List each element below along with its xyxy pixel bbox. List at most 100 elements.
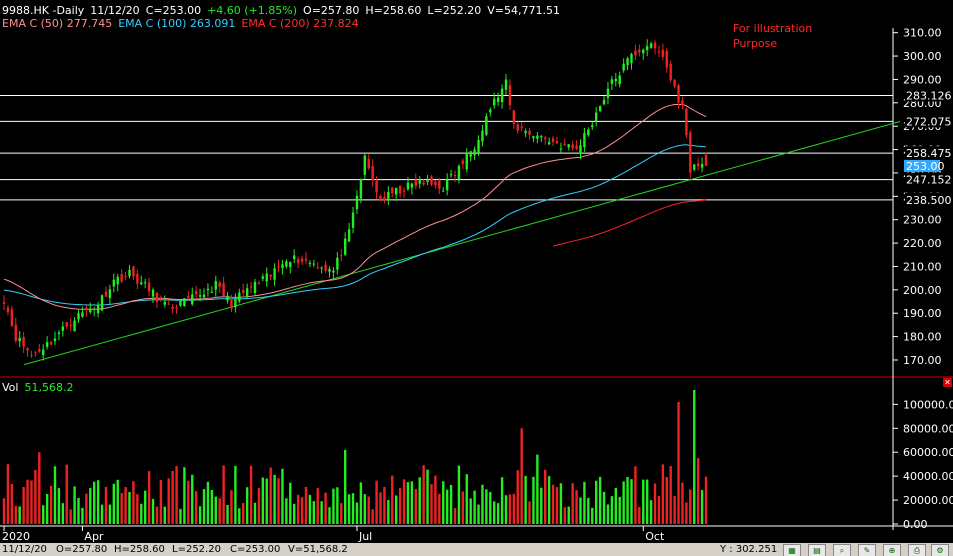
- candle-body: [383, 196, 386, 201]
- volume-bar: [626, 476, 629, 524]
- volume-bar: [630, 479, 633, 524]
- candle-body: [442, 190, 445, 192]
- volume-bar: [77, 497, 80, 524]
- volume-bar: [183, 467, 186, 524]
- volume-bar: [477, 504, 480, 524]
- volume-bar: [704, 476, 708, 524]
- volume-bar: [261, 477, 265, 524]
- candle-body: [461, 160, 465, 164]
- volume-bar: [406, 482, 410, 524]
- volume-bar: [387, 500, 390, 524]
- candle-body: [159, 298, 163, 300]
- candle-body: [210, 291, 214, 293]
- volume-bar: [496, 503, 500, 524]
- cursor-tool-icon[interactable]: ⊕: [883, 544, 901, 556]
- candle-body: [469, 151, 472, 157]
- volume-bar: [473, 490, 476, 524]
- candle-body: [218, 282, 221, 287]
- volume-bar: [179, 508, 182, 524]
- candle-body: [449, 174, 453, 176]
- volume-bar: [587, 497, 590, 524]
- volume-bar: [245, 487, 249, 524]
- candle-body: [73, 320, 76, 332]
- volume-bar: [383, 486, 386, 524]
- candle-body: [26, 348, 29, 351]
- candle-body: [151, 289, 155, 297]
- volume-bar: [191, 474, 194, 524]
- status-close: C=253.00: [230, 544, 281, 555]
- candle-body: [167, 303, 170, 305]
- volume-tick-label: 0.00: [903, 518, 928, 531]
- volume-bar: [257, 488, 261, 524]
- volume-bar: [665, 477, 668, 524]
- candle-body: [512, 110, 516, 124]
- volume-bar: [371, 509, 374, 524]
- candle-body: [293, 255, 296, 260]
- volume-bar: [147, 471, 151, 524]
- candle-body: [606, 88, 610, 98]
- volume-bar: [218, 498, 221, 524]
- status-low: L=252.20: [172, 544, 221, 555]
- volume-bar: [194, 491, 198, 524]
- volume-bar: [300, 497, 304, 524]
- volume-bar: [332, 488, 335, 524]
- volume-bar: [69, 509, 72, 524]
- print-tool-icon[interactable]: ⎙: [908, 544, 926, 556]
- candle-body: [38, 349, 41, 352]
- volume-bar: [544, 469, 547, 524]
- candle-body: [434, 181, 437, 186]
- volume-bar: [242, 503, 245, 524]
- candle-body: [422, 182, 425, 185]
- volume-bar: [73, 486, 76, 524]
- volume-bar: [269, 467, 272, 524]
- volume-bar: [253, 502, 257, 524]
- settings-tool-icon[interactable]: ⚙: [931, 544, 949, 556]
- candle-body: [61, 326, 65, 331]
- close-pane-icon[interactable]: ✕: [943, 378, 952, 387]
- volume-bar: [594, 480, 598, 524]
- low-label: L=252.20: [427, 4, 482, 17]
- price-tick-label: 290.00: [903, 73, 942, 86]
- candle-body: [179, 301, 182, 306]
- candle-body: [524, 130, 527, 134]
- volume-bar: [151, 498, 155, 524]
- candle-body: [285, 261, 288, 267]
- volume-bar: [540, 487, 543, 524]
- volume-bar: [61, 503, 65, 524]
- volume-bar: [140, 503, 143, 524]
- volume-tick-label: 60000.00: [903, 446, 953, 459]
- candle-body: [689, 132, 692, 173]
- candle-body: [528, 130, 531, 135]
- last-price-label: 253.00: [906, 160, 945, 173]
- candle-body: [634, 50, 637, 56]
- volume-bar: [304, 486, 308, 524]
- candle-body: [544, 137, 547, 140]
- volume-label: V=54,771.51: [487, 4, 560, 17]
- zoom-tool-icon[interactable]: ⌕: [833, 544, 851, 556]
- volume-header: Vol 51,568.2: [2, 381, 79, 394]
- candle-body: [93, 308, 96, 310]
- volume-bar: [108, 504, 112, 524]
- candle-body: [571, 144, 574, 149]
- volume-bar: [187, 480, 190, 524]
- status-open: O=257.80: [56, 544, 108, 555]
- candle-body: [340, 255, 343, 257]
- candle-body: [610, 79, 614, 84]
- volume-bar: [159, 479, 163, 524]
- level-label: 238.500: [906, 194, 952, 207]
- candle-body: [438, 180, 441, 189]
- candle-body: [100, 295, 104, 311]
- candle-body: [673, 80, 676, 87]
- candle-body: [332, 270, 335, 273]
- candle-body: [591, 125, 594, 128]
- grid-tool-icon[interactable]: ▤: [808, 544, 826, 556]
- draw-tool-icon[interactable]: ✎: [858, 544, 876, 556]
- candle-body: [22, 336, 25, 347]
- candle-body: [583, 132, 586, 148]
- price-tick-label: 220.00: [903, 237, 942, 250]
- chart-tool-icon[interactable]: ▦: [783, 544, 801, 556]
- candle-body: [406, 182, 410, 190]
- volume-tick-label: 80000.00: [903, 422, 953, 435]
- volume-bar: [485, 489, 488, 524]
